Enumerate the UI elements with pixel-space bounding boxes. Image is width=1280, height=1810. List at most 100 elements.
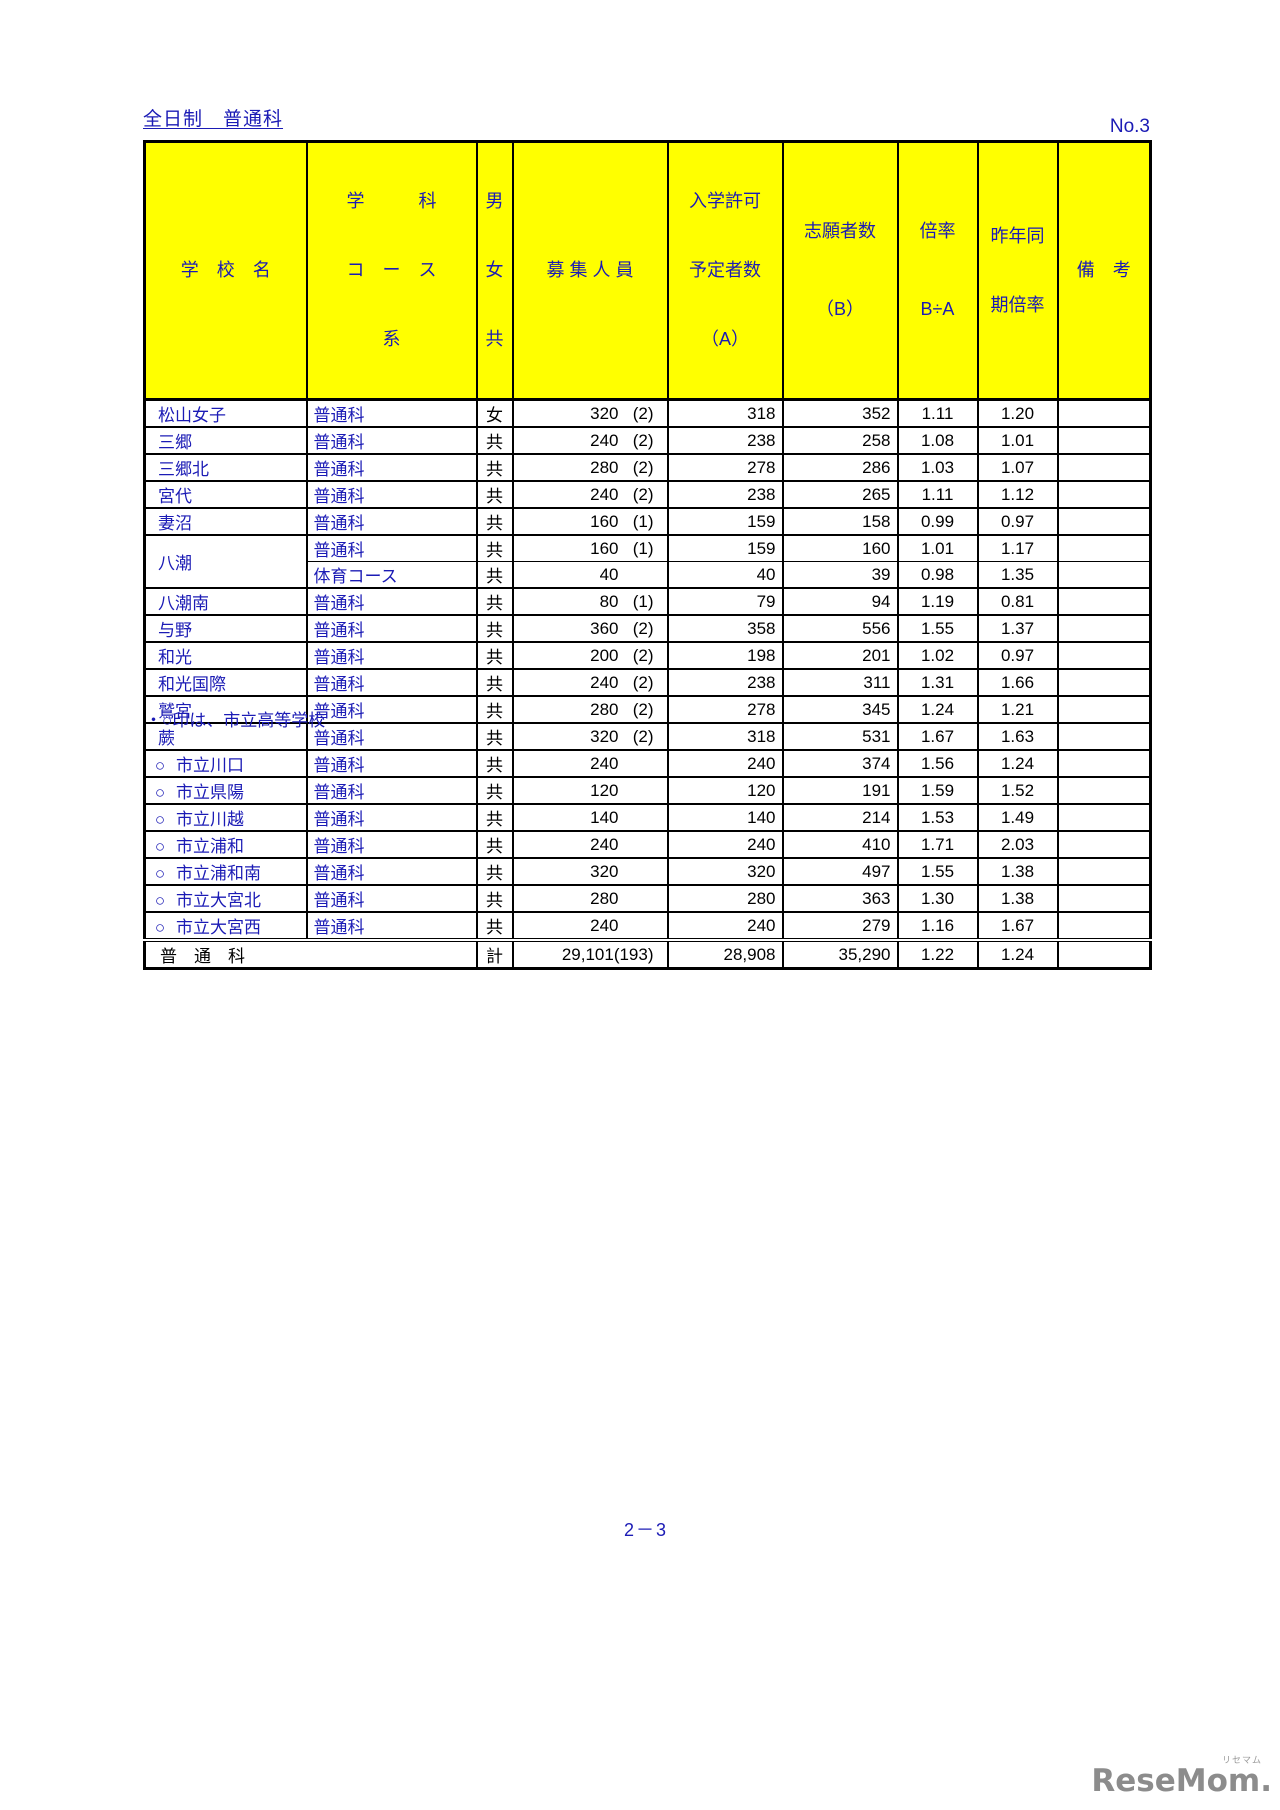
page-no-label: No.3 — [1109, 116, 1150, 137]
course-cell: 普通科 — [305, 426, 478, 454]
ratio-cell: 1.19 — [896, 587, 979, 615]
applicants-cell: 94 — [781, 587, 899, 615]
resemom-watermark: リセマム ReseMom. — [1091, 1756, 1272, 1797]
recruit-number: 280 — [590, 888, 619, 908]
applicants-cell: 158 — [781, 507, 899, 535]
recruit-cell: 280 — [511, 884, 669, 912]
admit-cell: 140 — [666, 803, 784, 831]
ratio-cell: 1.24 — [896, 695, 979, 723]
applicants-cell: 352 — [781, 398, 899, 427]
header-remarks: 備 考 — [1056, 140, 1152, 401]
applicants-cell: 531 — [781, 722, 899, 750]
page-number: 2－3 — [623, 1520, 669, 1540]
school-name-cell: 妻沼 — [143, 507, 308, 535]
header-last-year: 昨年同 期倍率 — [976, 140, 1059, 401]
course-cell: 普通科 — [305, 911, 478, 940]
recruit-adjust-paren: (1) — [632, 591, 654, 611]
gender-cell: 共 — [475, 561, 514, 588]
table-row: ○ 市立浦和 普通科共 240 240 410 1.71 2.03 — [143, 830, 1152, 858]
recruit-adjust-paren: (2) — [632, 430, 654, 450]
table-row: 松山女子 普通科女 320 (2) 318 352 1.11 1.20 — [143, 398, 1152, 427]
school-name-cell: 宮代 — [143, 480, 308, 508]
ratio-cell: 1.02 — [896, 641, 979, 669]
recruit-adjust-paren: (2) — [632, 618, 654, 638]
course-cell: 普通科 — [305, 587, 478, 615]
admit-cell: 240 — [666, 749, 784, 777]
school-name-cell: ○ 市立県陽 — [143, 776, 308, 804]
gender-cell: 共 — [475, 614, 514, 642]
recruit-number: 40 — [599, 564, 619, 584]
school-name: 与野 — [158, 621, 192, 640]
recruit-number: 120 — [590, 780, 619, 800]
table-row: 宮代 普通科共 240 (2) 238 265 1.11 1.12 — [143, 480, 1152, 508]
table-row: 体育コース共 40 40 39 0.98 1.35 — [145, 561, 1152, 588]
school-name-cell: 三郷北 — [143, 453, 308, 481]
gender-cell: 共 — [475, 668, 514, 696]
applicants-cell: 556 — [781, 614, 899, 642]
admit-cell: 79 — [666, 587, 784, 615]
table-row: ○ 市立大宮北 普通科共 280 280 363 1.30 1.38 — [143, 884, 1152, 912]
applicants-cell: 39 — [781, 561, 899, 588]
course-cell: 普通科 — [305, 534, 478, 562]
gender-cell: 共 — [475, 587, 514, 615]
last-year-ratio-cell: 0.97 — [976, 641, 1059, 669]
table-row: 和光 普通科共 200 (2) 198 201 1.02 0.97 — [143, 641, 1152, 669]
gender-cell: 共 — [475, 695, 514, 723]
remarks-cell — [1056, 641, 1152, 669]
recruit-cell: 200 (2) — [511, 641, 669, 669]
municipal-circle-mark: ○ — [154, 756, 166, 775]
recruit-adjust-paren: (2) — [632, 645, 654, 665]
course-cell: 普通科 — [305, 695, 478, 723]
recruit-number: 240 — [590, 484, 619, 504]
resemom-katakana: リセマム — [1221, 1755, 1262, 1765]
applicants-cell: 497 — [781, 857, 899, 885]
course-cell: 普通科 — [305, 398, 478, 427]
header-ratio: 倍率 B÷A — [896, 140, 979, 401]
recruit-adjust-paren: (1) — [632, 511, 654, 531]
school-name-cell: 和光 — [143, 641, 308, 669]
remarks-cell — [1056, 398, 1152, 427]
municipal-circle-mark: ○ — [154, 783, 166, 802]
last-year-ratio-cell: 0.97 — [976, 507, 1059, 535]
remarks-cell — [1056, 857, 1152, 885]
ratio-cell: 1.59 — [896, 776, 979, 804]
recruit-number: 280 — [590, 457, 619, 477]
school-name: 市立川口 — [176, 756, 244, 775]
applicants-cell: 214 — [781, 803, 899, 831]
school-name-cell: 与野 — [143, 614, 308, 642]
recruit-number: 80 — [599, 591, 619, 611]
school-name: 八潮南 — [158, 594, 209, 613]
gender-cell: 共 — [475, 749, 514, 777]
header-recruit: 募 集 人 員 — [511, 140, 669, 401]
course-cell: 普通科 — [305, 480, 478, 508]
applicants-cell: 201 — [781, 641, 899, 669]
ratio-cell: 1.53 — [896, 803, 979, 831]
school-name: 市立川越 — [176, 810, 244, 829]
table-row: 鷲宮 普通科共 280 (2) 278 345 1.24 1.21 — [143, 695, 1152, 723]
ratio-cell: 1.08 — [896, 426, 979, 454]
municipal-circle-mark: ○ — [154, 837, 166, 856]
applicants-cell: 311 — [781, 668, 899, 696]
recruit-cell: 280 (2) — [511, 453, 669, 481]
total-admit-cell: 28,908 — [666, 938, 784, 969]
school-name: 市立浦和 — [176, 837, 244, 856]
last-year-ratio-cell: 1.38 — [976, 857, 1059, 885]
recruit-number: 160 — [590, 511, 619, 531]
last-year-ratio-cell: 1.52 — [976, 776, 1059, 804]
school-name: 八潮 — [158, 554, 192, 573]
total-kei-cell: 計 — [475, 938, 514, 969]
table-row: 三郷 普通科共 240 (2) 238 258 1.08 1.01 — [143, 426, 1152, 454]
school-name-cell: 松山女子 — [143, 398, 308, 427]
remarks-cell — [1056, 695, 1152, 723]
applicants-cell: 160 — [781, 534, 899, 562]
remarks-cell — [1056, 507, 1152, 535]
table-row: 八潮 普通科共 160 (1) 159 160 1.01 1.17 — [143, 534, 1152, 588]
applicants-cell: 191 — [781, 776, 899, 804]
recruit-number: 320 — [590, 726, 619, 746]
recruit-cell: 320 — [511, 857, 669, 885]
recruit-cell: 160 (1) — [511, 534, 669, 562]
admit-cell: 40 — [666, 561, 784, 588]
total-last-year-cell: 1.24 — [976, 938, 1059, 969]
gender-cell: 共 — [475, 830, 514, 858]
ratio-cell: 1.16 — [896, 911, 979, 940]
